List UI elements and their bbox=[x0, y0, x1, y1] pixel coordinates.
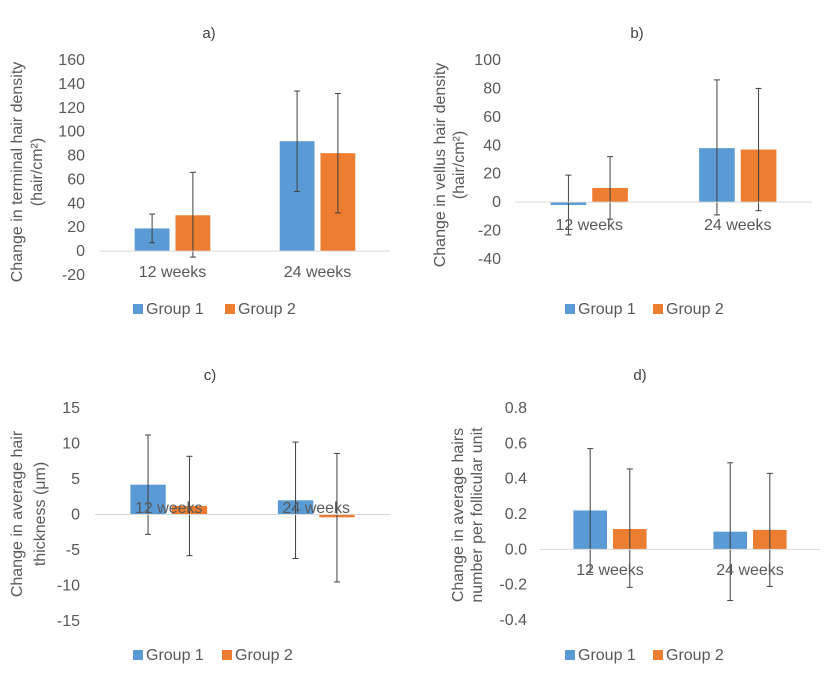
legend-label: Group 1 bbox=[146, 301, 204, 318]
category-label: 12 weeks bbox=[135, 500, 203, 517]
y-axis-label: Change in vellus hair density bbox=[432, 63, 449, 268]
legend-swatch bbox=[653, 650, 663, 660]
legend-label: Group 1 bbox=[578, 647, 636, 664]
legend-swatch bbox=[565, 650, 575, 660]
y-axis-label: (hair/cm²) bbox=[451, 131, 468, 199]
y-axis-label: number per follicular unit bbox=[469, 427, 486, 603]
legend-swatch bbox=[133, 304, 143, 314]
y-tick-label: 20 bbox=[67, 219, 85, 236]
panel-label: d) bbox=[633, 367, 646, 384]
panel-label: c) bbox=[204, 367, 217, 384]
y-axis-label: Change in average hair bbox=[9, 430, 26, 597]
category-label: 24 weeks bbox=[284, 264, 352, 281]
y-tick-label: 80 bbox=[483, 80, 501, 97]
chart-panel-d: d) -0.4 -0.2 0.0 0.2 0.4 0.6 0.8 Change in avera… bbox=[450, 367, 820, 664]
y-tick-label: 0.0 bbox=[505, 541, 527, 558]
y-axis-label: thickness (μm) bbox=[32, 462, 49, 566]
y-tick-label: 160 bbox=[58, 52, 85, 69]
y-axis-label: Change in average hairs bbox=[450, 428, 467, 602]
y-tick-label: 0.4 bbox=[505, 471, 527, 488]
y-tick-label: 0 bbox=[71, 507, 80, 524]
y-tick-label: 40 bbox=[483, 137, 501, 154]
category-label: 24 weeks bbox=[282, 500, 350, 517]
legend-swatch bbox=[565, 304, 575, 314]
y-axis-label: Change in terminal hair density bbox=[9, 62, 26, 283]
y-tick-label: 10 bbox=[62, 436, 80, 453]
legend-label: Group 1 bbox=[578, 301, 636, 318]
chart-panel-a: a) -20 0 20 40 60 80 100 120 140 160 Change in term… bbox=[9, 25, 390, 318]
category-label: 12 weeks bbox=[576, 562, 644, 579]
chart-panel-c: c) -15 -10 -5 0 5 10 15 Change in average hair th… bbox=[9, 367, 390, 664]
y-tick-label: 60 bbox=[483, 109, 501, 126]
y-tick-label: -40 bbox=[478, 251, 501, 268]
y-tick-label: 100 bbox=[474, 52, 501, 69]
legend-label: Group 2 bbox=[235, 647, 293, 664]
y-tick-label: 0.6 bbox=[505, 435, 527, 452]
legend-label: Group 2 bbox=[666, 301, 724, 318]
y-tick-label: -20 bbox=[478, 223, 501, 240]
y-tick-label: 80 bbox=[67, 148, 85, 165]
y-tick-label: 0.2 bbox=[505, 506, 527, 523]
category-label: 24 weeks bbox=[704, 217, 772, 234]
y-tick-label: -15 bbox=[57, 613, 80, 630]
category-label: 12 weeks bbox=[139, 264, 207, 281]
y-tick-label: -5 bbox=[66, 542, 80, 559]
panel-label: b) bbox=[630, 25, 643, 42]
y-axis-label: (hair/cm²) bbox=[29, 138, 46, 206]
legend-swatch bbox=[225, 304, 235, 314]
y-tick-label: 100 bbox=[58, 124, 85, 141]
legend-label: Group 1 bbox=[146, 647, 204, 664]
y-tick-label: 0 bbox=[76, 243, 85, 260]
y-tick-label: 0 bbox=[492, 194, 501, 211]
legend-swatch bbox=[653, 304, 663, 314]
legend-swatch bbox=[133, 650, 143, 660]
legend-swatch bbox=[222, 650, 232, 660]
legend-label: Group 2 bbox=[666, 647, 724, 664]
y-tick-label: -10 bbox=[57, 578, 80, 595]
y-tick-label: 0.8 bbox=[505, 400, 527, 417]
y-tick-label: 20 bbox=[483, 166, 501, 183]
y-tick-label: 15 bbox=[62, 400, 80, 417]
y-tick-label: 40 bbox=[67, 195, 85, 212]
y-tick-label: 60 bbox=[67, 171, 85, 188]
y-tick-label: -20 bbox=[62, 267, 85, 284]
y-tick-label: -0.2 bbox=[499, 577, 527, 594]
y-tick-label: 5 bbox=[71, 471, 80, 488]
panel-label: a) bbox=[202, 25, 215, 42]
category-label: 12 weeks bbox=[555, 217, 623, 234]
y-tick-label: 140 bbox=[58, 76, 85, 93]
legend-label: Group 2 bbox=[238, 301, 296, 318]
y-tick-label: -0.4 bbox=[499, 612, 527, 629]
category-label: 24 weeks bbox=[716, 562, 784, 579]
y-tick-label: 120 bbox=[58, 100, 85, 117]
chart-panel-b: b) -40 -20 0 20 40 60 80 100 Change in vellus hai… bbox=[432, 25, 812, 318]
